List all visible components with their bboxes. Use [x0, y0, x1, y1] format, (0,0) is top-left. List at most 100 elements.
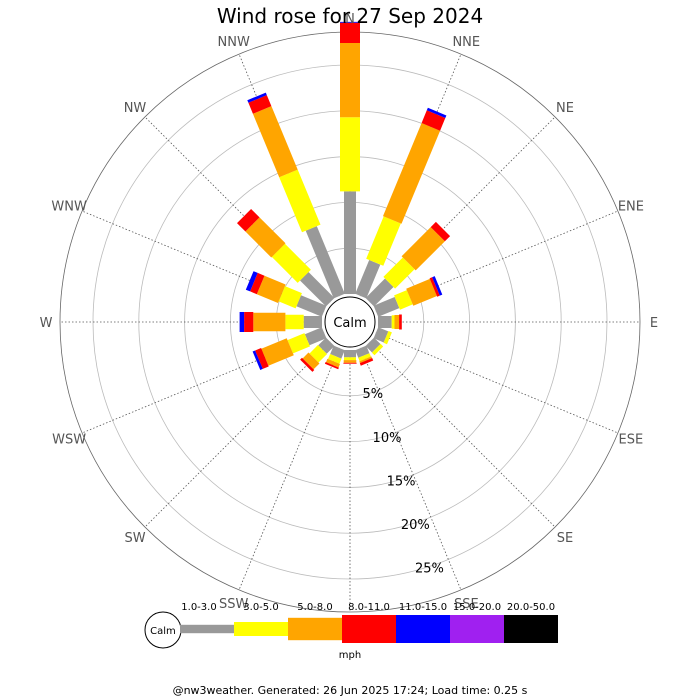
- bar-s-3: [343, 362, 357, 364]
- legend-bin-label-1: 3.0-5.0: [243, 602, 278, 613]
- legend-swatch-4: [396, 615, 450, 643]
- bar-nnw-4: [247, 92, 267, 103]
- page-title: Wind rose for 27 Sep 2024: [216, 4, 484, 28]
- bar-wnw-1: [278, 286, 302, 309]
- bar-e-3: [399, 314, 402, 330]
- bar-e-2: [394, 315, 400, 329]
- bar-wnw-0: [296, 295, 327, 317]
- bar-wsw-0: [304, 327, 327, 346]
- legend-calm-label: Calm: [150, 626, 176, 637]
- bar-ssw-0: [330, 345, 345, 359]
- direction-label-nne: NNE: [452, 35, 480, 50]
- direction-label-wsw: WSW: [52, 432, 86, 447]
- bar-ese-1: [383, 331, 392, 345]
- bar-nnw-3: [248, 95, 272, 114]
- calm-circle: [324, 296, 376, 348]
- spoke-sw: [144, 341, 331, 528]
- legend-swatch-6: [504, 615, 558, 643]
- bar-s-0: [344, 350, 356, 358]
- direction-label-se: SE: [557, 531, 573, 546]
- bar-n-2: [340, 43, 360, 118]
- bar-ene-1: [394, 290, 413, 310]
- bar-n-3: [340, 22, 360, 43]
- spoke-ne: [369, 116, 556, 303]
- direction-label-nw: NW: [124, 101, 147, 116]
- bar-ssw-3: [324, 362, 339, 370]
- direction-label-nnw: NNW: [218, 35, 250, 50]
- bar-w-4: [239, 312, 245, 332]
- bar-wsw-4: [252, 350, 263, 370]
- bar-wnw-2: [256, 275, 286, 303]
- bar-nw-3: [237, 209, 260, 232]
- legend-bin-label-2: 5.0-8.0: [297, 602, 332, 613]
- legend-swatch-0: [180, 624, 234, 634]
- bar-ene-2: [406, 278, 437, 306]
- spoke-ssw: [238, 347, 340, 591]
- bar-wsw-2: [261, 338, 294, 366]
- bar-sse-1: [358, 353, 371, 362]
- direction-label-w: W: [40, 316, 53, 331]
- direction-label-ese: ESE: [619, 432, 644, 447]
- legend-bin-label-0: 1.0-3.0: [181, 602, 216, 613]
- bar-nne-4: [426, 107, 447, 118]
- bar-sw-0: [318, 337, 335, 354]
- legend-units-label: mph: [339, 650, 361, 661]
- bar-sse-3: [359, 358, 374, 366]
- bar-sse-2: [359, 356, 372, 364]
- spoke-ese: [375, 332, 619, 434]
- bar-ne-2: [401, 227, 445, 271]
- bar-w-2: [253, 312, 286, 332]
- direction-label-n: N: [345, 12, 355, 27]
- bar-ese-0: [373, 327, 389, 343]
- direction-label-ene: ENE: [618, 200, 644, 215]
- bar-nne-1: [366, 216, 401, 266]
- bars-layer: [237, 21, 451, 372]
- legend-swatch-5: [450, 615, 504, 643]
- bar-sw-3: [300, 357, 315, 372]
- bar-n-0: [344, 191, 356, 294]
- legend-bin-label-5: 15.0-20.0: [453, 602, 501, 613]
- direction-label-e: E: [650, 316, 658, 331]
- legend-bin-label-3: 8.0-11.0: [348, 602, 390, 613]
- direction-label-sse: SSE: [454, 597, 479, 612]
- calm-label: Calm: [333, 316, 366, 331]
- bar-wsw-1: [287, 333, 310, 354]
- radial-tick-label-15: 15%: [387, 474, 416, 489]
- bar-w-1: [285, 314, 304, 330]
- bar-sse-0: [355, 345, 370, 358]
- bar-nne-3: [421, 110, 446, 131]
- direction-label-ssw: SSW: [219, 597, 249, 612]
- bar-nnw-2: [252, 106, 298, 178]
- bar-nne-2: [383, 123, 441, 224]
- legend-swatch-2: [288, 617, 342, 641]
- spoke-ene: [375, 210, 619, 312]
- bar-s-1: [344, 357, 356, 361]
- bar-w-0: [303, 316, 322, 328]
- bar-ene-0: [373, 297, 400, 317]
- bar-s-2: [343, 360, 357, 363]
- bar-e-1: [391, 315, 395, 329]
- bar-ssw-2: [326, 358, 340, 368]
- bar-ene-4: [432, 276, 443, 296]
- bar-nnw-1: [279, 169, 321, 233]
- bar-nw-2: [245, 217, 286, 258]
- spoke-wnw: [81, 210, 325, 312]
- radial-tick-label-5: 5%: [362, 387, 383, 402]
- bar-nne-0: [355, 260, 381, 299]
- bar-w-3: [244, 312, 254, 332]
- bar-ne-0: [365, 278, 394, 307]
- footer-text: @nw3weather. Generated: 26 Jun 2025 17:2…: [172, 684, 528, 697]
- bar-sw-1: [309, 345, 327, 363]
- spoke-wsw: [81, 332, 325, 434]
- bar-e-0: [378, 316, 392, 328]
- grid-layer: [59, 31, 641, 613]
- legend-bin-label-4: 11.0-15.0: [399, 602, 447, 613]
- bar-wsw-3: [255, 348, 269, 369]
- bar-se-0: [365, 337, 381, 353]
- bar-n-1: [340, 117, 360, 192]
- calm-layer: Calm: [324, 296, 376, 348]
- bar-ne-1: [383, 257, 415, 289]
- bar-ene-3: [429, 277, 440, 297]
- bar-wnw-4: [245, 271, 258, 292]
